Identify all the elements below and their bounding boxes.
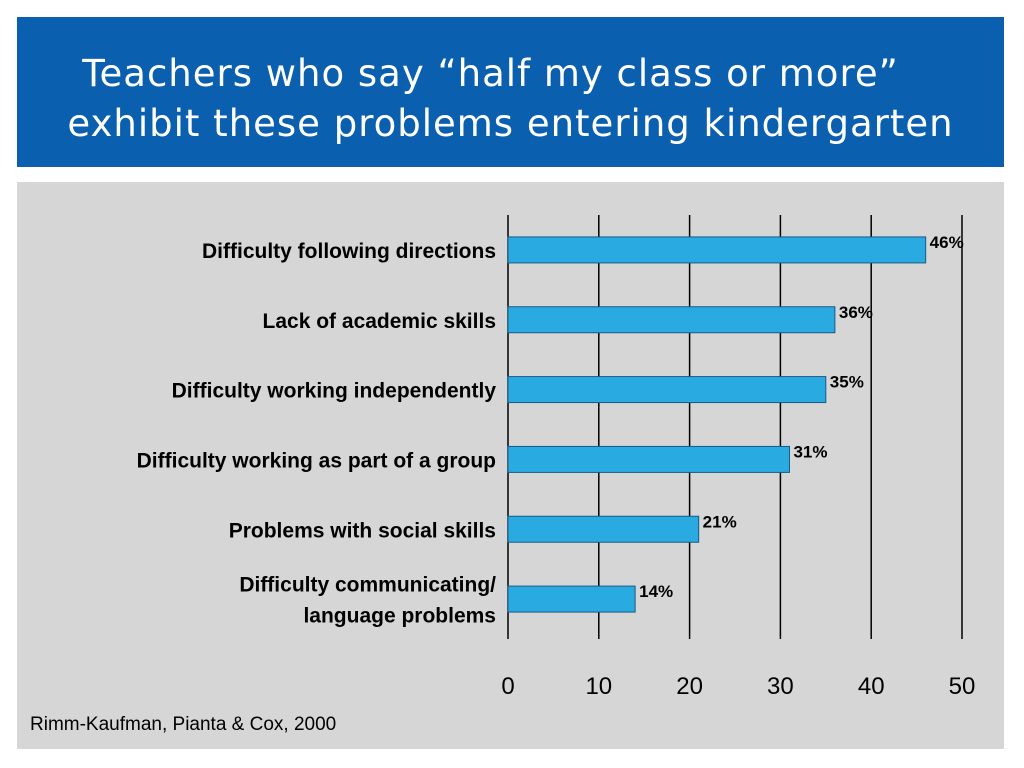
data-label: 46% <box>930 233 964 252</box>
chart-title-line-2: exhibit these problems entering kinderga… <box>67 102 954 145</box>
data-label: 21% <box>703 512 737 531</box>
bar <box>507 376 827 404</box>
bar <box>507 515 700 543</box>
x-tick-label: 50 <box>949 673 976 700</box>
source-citation: Rimm-Kaufman, Pianta & Cox, 2000 <box>30 714 337 735</box>
x-tick-label: 10 <box>585 673 612 700</box>
category-label: Difficulty communicating/ <box>239 574 496 597</box>
category-label: language problems <box>303 605 496 628</box>
chart-title-line-1: Teachers who say “half my class or more” <box>82 52 899 95</box>
data-label: 14% <box>639 582 673 601</box>
data-label: 35% <box>830 373 864 392</box>
category-label: Lack of academic skills <box>263 310 496 333</box>
data-label: 31% <box>793 442 827 461</box>
bar <box>507 445 790 473</box>
x-tick-label: 40 <box>858 673 885 700</box>
category-label: Difficulty following directions <box>202 240 496 263</box>
x-tick-label: 30 <box>767 673 794 700</box>
category-label: Problems with social skills <box>229 519 496 542</box>
category-label: Difficulty working as part of a group <box>137 449 496 472</box>
title-band: Teachers who say “half my class or more”… <box>17 17 1004 167</box>
bar <box>507 236 927 264</box>
bar <box>507 585 636 613</box>
bar <box>507 306 836 334</box>
data-label: 36% <box>839 303 873 322</box>
category-label: Difficulty working independently <box>172 380 497 403</box>
x-tick-label: 0 <box>501 673 514 700</box>
x-tick-label: 20 <box>676 673 703 700</box>
